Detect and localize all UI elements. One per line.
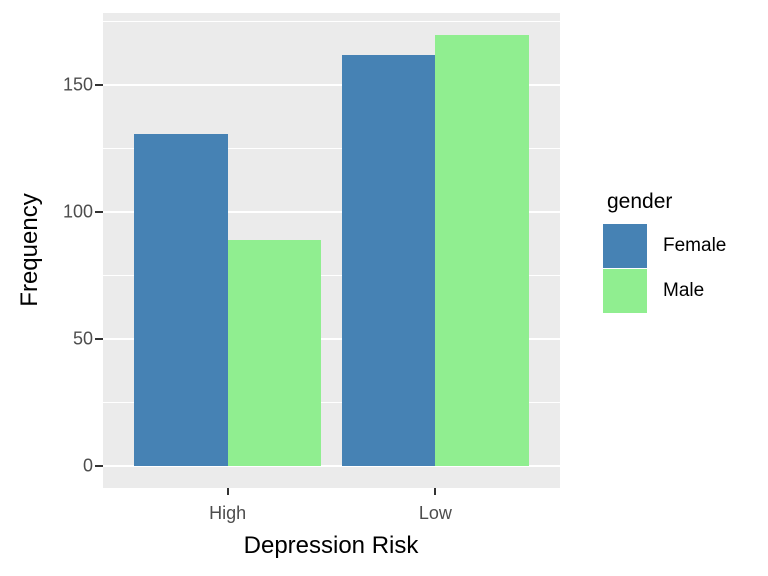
minor-gridline bbox=[103, 148, 560, 150]
legend-label: Male bbox=[663, 280, 705, 301]
y-tick-mark bbox=[95, 211, 103, 214]
y-tick-label: 100 bbox=[62, 201, 93, 222]
y-tick-mark bbox=[95, 465, 103, 468]
x-tick-label-low: Low bbox=[418, 503, 452, 523]
x-axis-title: Depression Risk bbox=[243, 532, 419, 559]
x-tick-label-high: High bbox=[209, 503, 247, 523]
y-tick-label: 0 bbox=[82, 455, 93, 476]
bar-male-low bbox=[435, 34, 529, 467]
legend-items: Female Male bbox=[603, 224, 763, 313]
minor-gridline bbox=[103, 402, 560, 404]
y-tick-mark bbox=[95, 338, 103, 341]
y-tick-label: 50 bbox=[72, 328, 93, 349]
legend-swatch-female bbox=[603, 224, 647, 268]
legend-item-female: Female bbox=[603, 224, 763, 268]
x-tick-mark bbox=[226, 488, 229, 495]
bar-male-high bbox=[227, 240, 322, 467]
x-tick-mark bbox=[434, 488, 437, 495]
major-gridline bbox=[103, 211, 560, 214]
bar-female-high bbox=[134, 133, 228, 467]
major-gridline bbox=[103, 338, 560, 341]
legend-label: Female bbox=[663, 235, 727, 256]
major-gridline bbox=[103, 84, 560, 87]
legend-item-male: Male bbox=[603, 269, 763, 313]
y-tick-label: 150 bbox=[62, 74, 93, 95]
minor-gridline bbox=[103, 275, 560, 277]
legend: gender Female Male bbox=[603, 190, 763, 314]
major-gridline bbox=[103, 465, 560, 468]
plot-panel bbox=[103, 13, 560, 488]
bar-female-low bbox=[341, 54, 436, 467]
minor-gridline bbox=[103, 21, 560, 23]
y-axis-title: Frequency bbox=[16, 193, 43, 307]
legend-title: gender bbox=[607, 190, 673, 213]
legend-swatch-male bbox=[603, 269, 647, 313]
y-tick-mark bbox=[95, 84, 103, 87]
